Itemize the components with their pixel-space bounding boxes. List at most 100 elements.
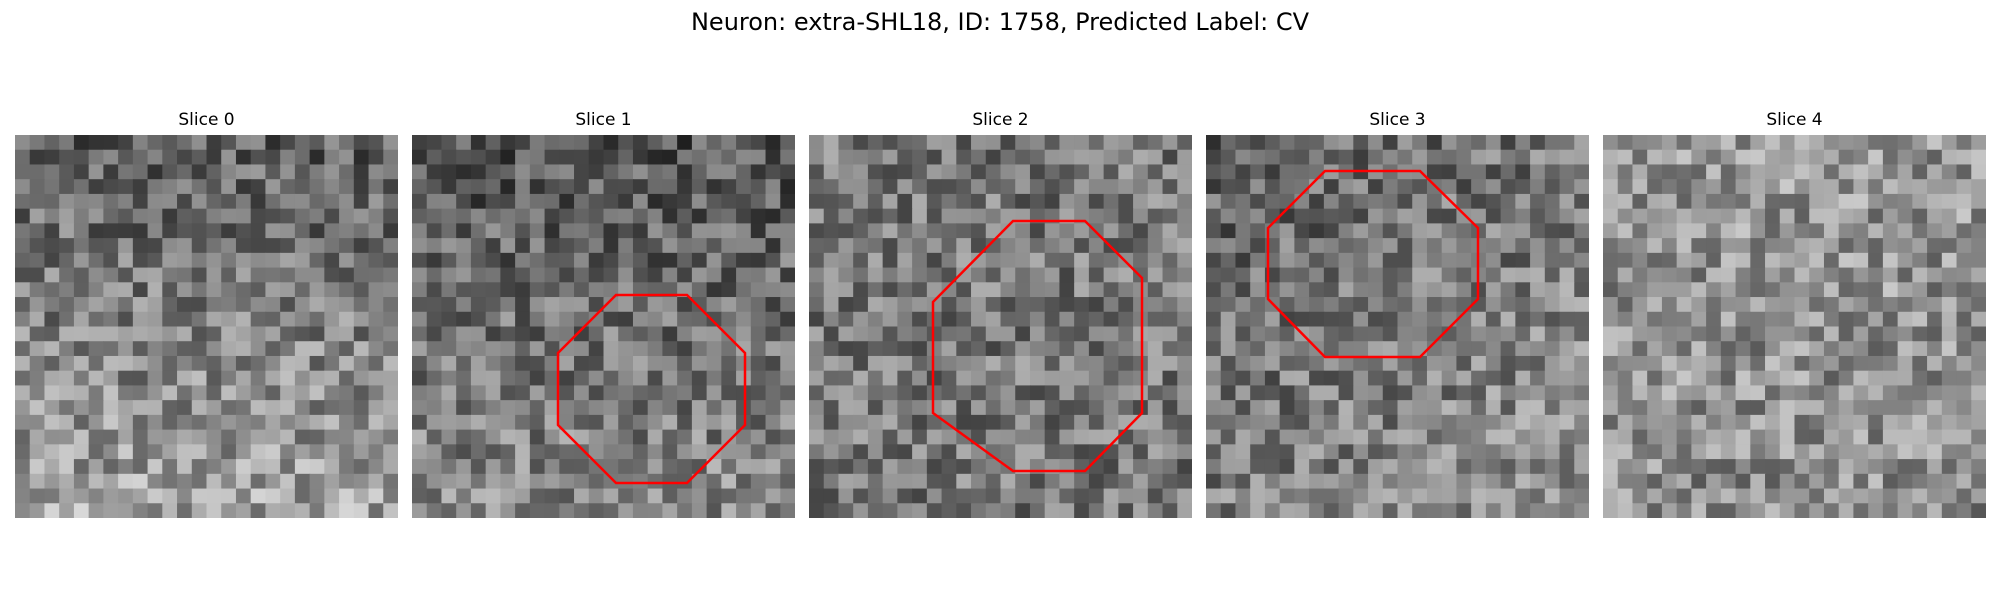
pixel-cell — [206, 311, 222, 328]
pixel-cell — [250, 297, 267, 313]
pixel-cell — [1015, 179, 1031, 195]
pixel-cell — [294, 311, 311, 328]
pixel-cell — [897, 414, 913, 431]
pixel-cell — [1279, 208, 1295, 224]
pixel-cell — [1779, 326, 1796, 342]
pixel-cell — [544, 164, 560, 180]
pixel-cell — [529, 149, 546, 166]
pixel-cell — [1397, 370, 1413, 387]
pixel-cell — [29, 355, 46, 372]
pixel-cell — [1103, 223, 1119, 239]
pixel-cell — [1103, 164, 1119, 180]
pixel-cell — [544, 238, 560, 254]
pixel-cell — [1515, 179, 1531, 195]
pixel-cell — [574, 282, 590, 298]
pixel-cell — [339, 341, 355, 357]
pixel-cell — [1750, 208, 1766, 224]
pixel-cell — [1603, 252, 1619, 269]
pixel-cell — [1750, 223, 1766, 239]
pixel-cell — [529, 238, 546, 254]
pixel-cell — [265, 341, 281, 357]
pixel-cell — [809, 459, 825, 475]
pixel-cell — [1133, 429, 1149, 445]
pixel-cell — [1515, 370, 1531, 387]
pixel-cell — [515, 414, 531, 431]
pixel-cell — [588, 223, 605, 239]
pixel-cell — [1074, 370, 1090, 387]
pixel-cell — [470, 429, 487, 445]
pixel-cell — [1103, 459, 1119, 475]
pixel-cell — [221, 341, 237, 357]
pixel-cell — [1397, 488, 1413, 504]
pixel-cell — [1720, 385, 1737, 401]
pixel-cell — [59, 149, 75, 166]
pixel-cell — [206, 297, 222, 313]
pixel-cell — [162, 385, 178, 401]
pixel-cell — [1809, 473, 1825, 490]
pixel-cell — [1162, 164, 1178, 180]
pixel-cell — [1397, 503, 1413, 518]
pixel-cell — [1779, 311, 1796, 328]
pixel-cell — [941, 429, 957, 445]
pixel-cell — [118, 370, 134, 387]
pixel-cell — [191, 326, 208, 342]
pixel-cell — [809, 311, 825, 328]
pixel-cell — [544, 208, 560, 224]
pixel-cell — [736, 355, 752, 372]
pixel-cell — [780, 429, 795, 445]
pixel-cell — [1103, 282, 1119, 298]
pixel-cell — [1397, 429, 1413, 445]
pixel-cell — [1853, 473, 1869, 490]
pixel-cell — [1559, 503, 1575, 518]
pixel-cell — [1661, 179, 1678, 195]
pixel-cell — [559, 238, 575, 254]
pixel-cell — [29, 473, 46, 490]
pixel-cell — [882, 414, 898, 431]
pixel-cell — [103, 370, 119, 387]
pixel-cell — [1661, 164, 1678, 180]
pixel-cell — [1882, 503, 1899, 518]
pixel-cell — [1956, 311, 1972, 328]
pixel-cell — [368, 429, 384, 445]
pixel-cell — [1368, 297, 1384, 313]
pixel-cell — [941, 385, 957, 401]
pixel-cell — [1779, 297, 1796, 313]
pixel-cell — [1177, 503, 1192, 518]
pixel-cell — [823, 311, 840, 328]
pixel-cell — [1338, 326, 1354, 342]
pixel-cell — [280, 414, 296, 431]
pixel-cell — [383, 414, 398, 431]
pixel-cell — [132, 223, 149, 239]
pixel-cell — [426, 193, 443, 210]
pixel-cell — [662, 252, 678, 269]
pixel-cell — [1426, 414, 1443, 431]
pixel-cell — [647, 297, 664, 313]
pixel-cell — [1530, 488, 1546, 504]
pixel-cell — [721, 149, 737, 166]
pixel-cell — [147, 179, 163, 195]
pixel-cell — [1485, 341, 1502, 357]
pixel-cell — [588, 385, 605, 401]
pixel-cell — [426, 311, 443, 328]
pixel-cell — [1794, 193, 1810, 210]
pixel-cell — [250, 414, 267, 431]
pixel-cell — [1264, 473, 1281, 490]
pixel-cell — [1029, 414, 1046, 431]
pixel-cell — [985, 503, 1002, 518]
pixel-cell — [941, 459, 957, 475]
pixel-cell — [736, 503, 752, 518]
pixel-cell — [265, 149, 281, 166]
pixel-cell — [632, 208, 649, 224]
pixel-cell — [1750, 135, 1766, 151]
pixel-cell — [1559, 208, 1575, 224]
pixel-cell — [956, 282, 972, 298]
pixel-cell — [1500, 149, 1516, 166]
pixel-cell — [1574, 355, 1589, 372]
pixel-cell — [177, 238, 193, 254]
pixel-cell — [838, 252, 854, 269]
pixel-cell — [368, 208, 384, 224]
pixel-cell — [177, 385, 193, 401]
pixel-cell — [265, 355, 281, 372]
pixel-cell — [1838, 135, 1855, 151]
pixel-cell — [1456, 459, 1472, 475]
